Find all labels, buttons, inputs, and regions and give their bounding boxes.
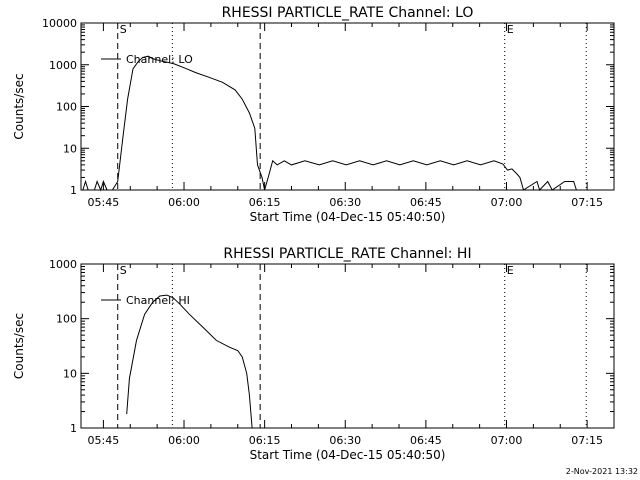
x-tick-label: 06:30 [329,434,361,447]
x-tick-label: 07:15 [571,434,603,447]
x-tick-label: 06:00 [168,196,200,209]
x-tick-label: 05:45 [88,196,120,209]
y-tick-label: 10 [63,142,77,155]
x-axis-label: Start Time (04-Dec-15 05:40:50) [250,210,446,224]
y-axis-label: Counts/sec [12,313,26,379]
chart-panel-2: RHESSI PARTICLE_RATE Channel: HI Counts/s… [12,246,615,462]
timestamp: 2-Nov-2021 13:32 [565,467,638,476]
x-tick-label: 07:00 [491,434,523,447]
x-tick-label: 07:00 [491,196,523,209]
chart-title: RHESSI PARTICLE_RATE Channel: LO [222,5,474,21]
x-tick-label: 06:45 [410,434,442,447]
x-tick-label: 06:00 [168,434,200,447]
y-tick-label: 100 [56,101,77,114]
x-axis-label: Start Time (04-Dec-15 05:40:50) [250,448,446,462]
x-tick-label: 06:15 [249,434,281,447]
series-line [126,294,253,429]
plot-frame [80,263,615,429]
y-tick-label: 10 [63,367,77,380]
y-tick-label: 1000 [49,59,77,72]
series-line [82,55,580,192]
x-tick-label: 06:45 [410,196,442,209]
y-tick-label: 10000 [42,17,77,30]
x-tick-label: 06:15 [249,196,281,209]
event-marker-label: S [120,264,127,277]
x-tick-label: 05:45 [88,434,120,447]
y-tick-label: 100 [56,313,77,326]
chart-title: RHESSI PARTICLE_RATE Channel: HI [223,246,471,262]
x-tick-label: 07:15 [571,196,603,209]
event-marker-label: E [507,264,514,277]
event-marker-label: E [507,23,514,36]
event-marker-label: S [120,23,127,36]
y-axis-label: Counts/sec [12,73,26,139]
legend-label: Channel: LO [126,53,193,66]
y-tick-label: 1 [70,422,77,435]
legend-label: Channel: HI [126,294,190,307]
x-tick-label: 06:30 [329,196,361,209]
chart-panel-1: RHESSI PARTICLE_RATE Channel: LO Counts/s… [12,5,615,224]
y-tick-label: 1000 [49,258,77,271]
y-tick-label: 1 [70,184,77,197]
